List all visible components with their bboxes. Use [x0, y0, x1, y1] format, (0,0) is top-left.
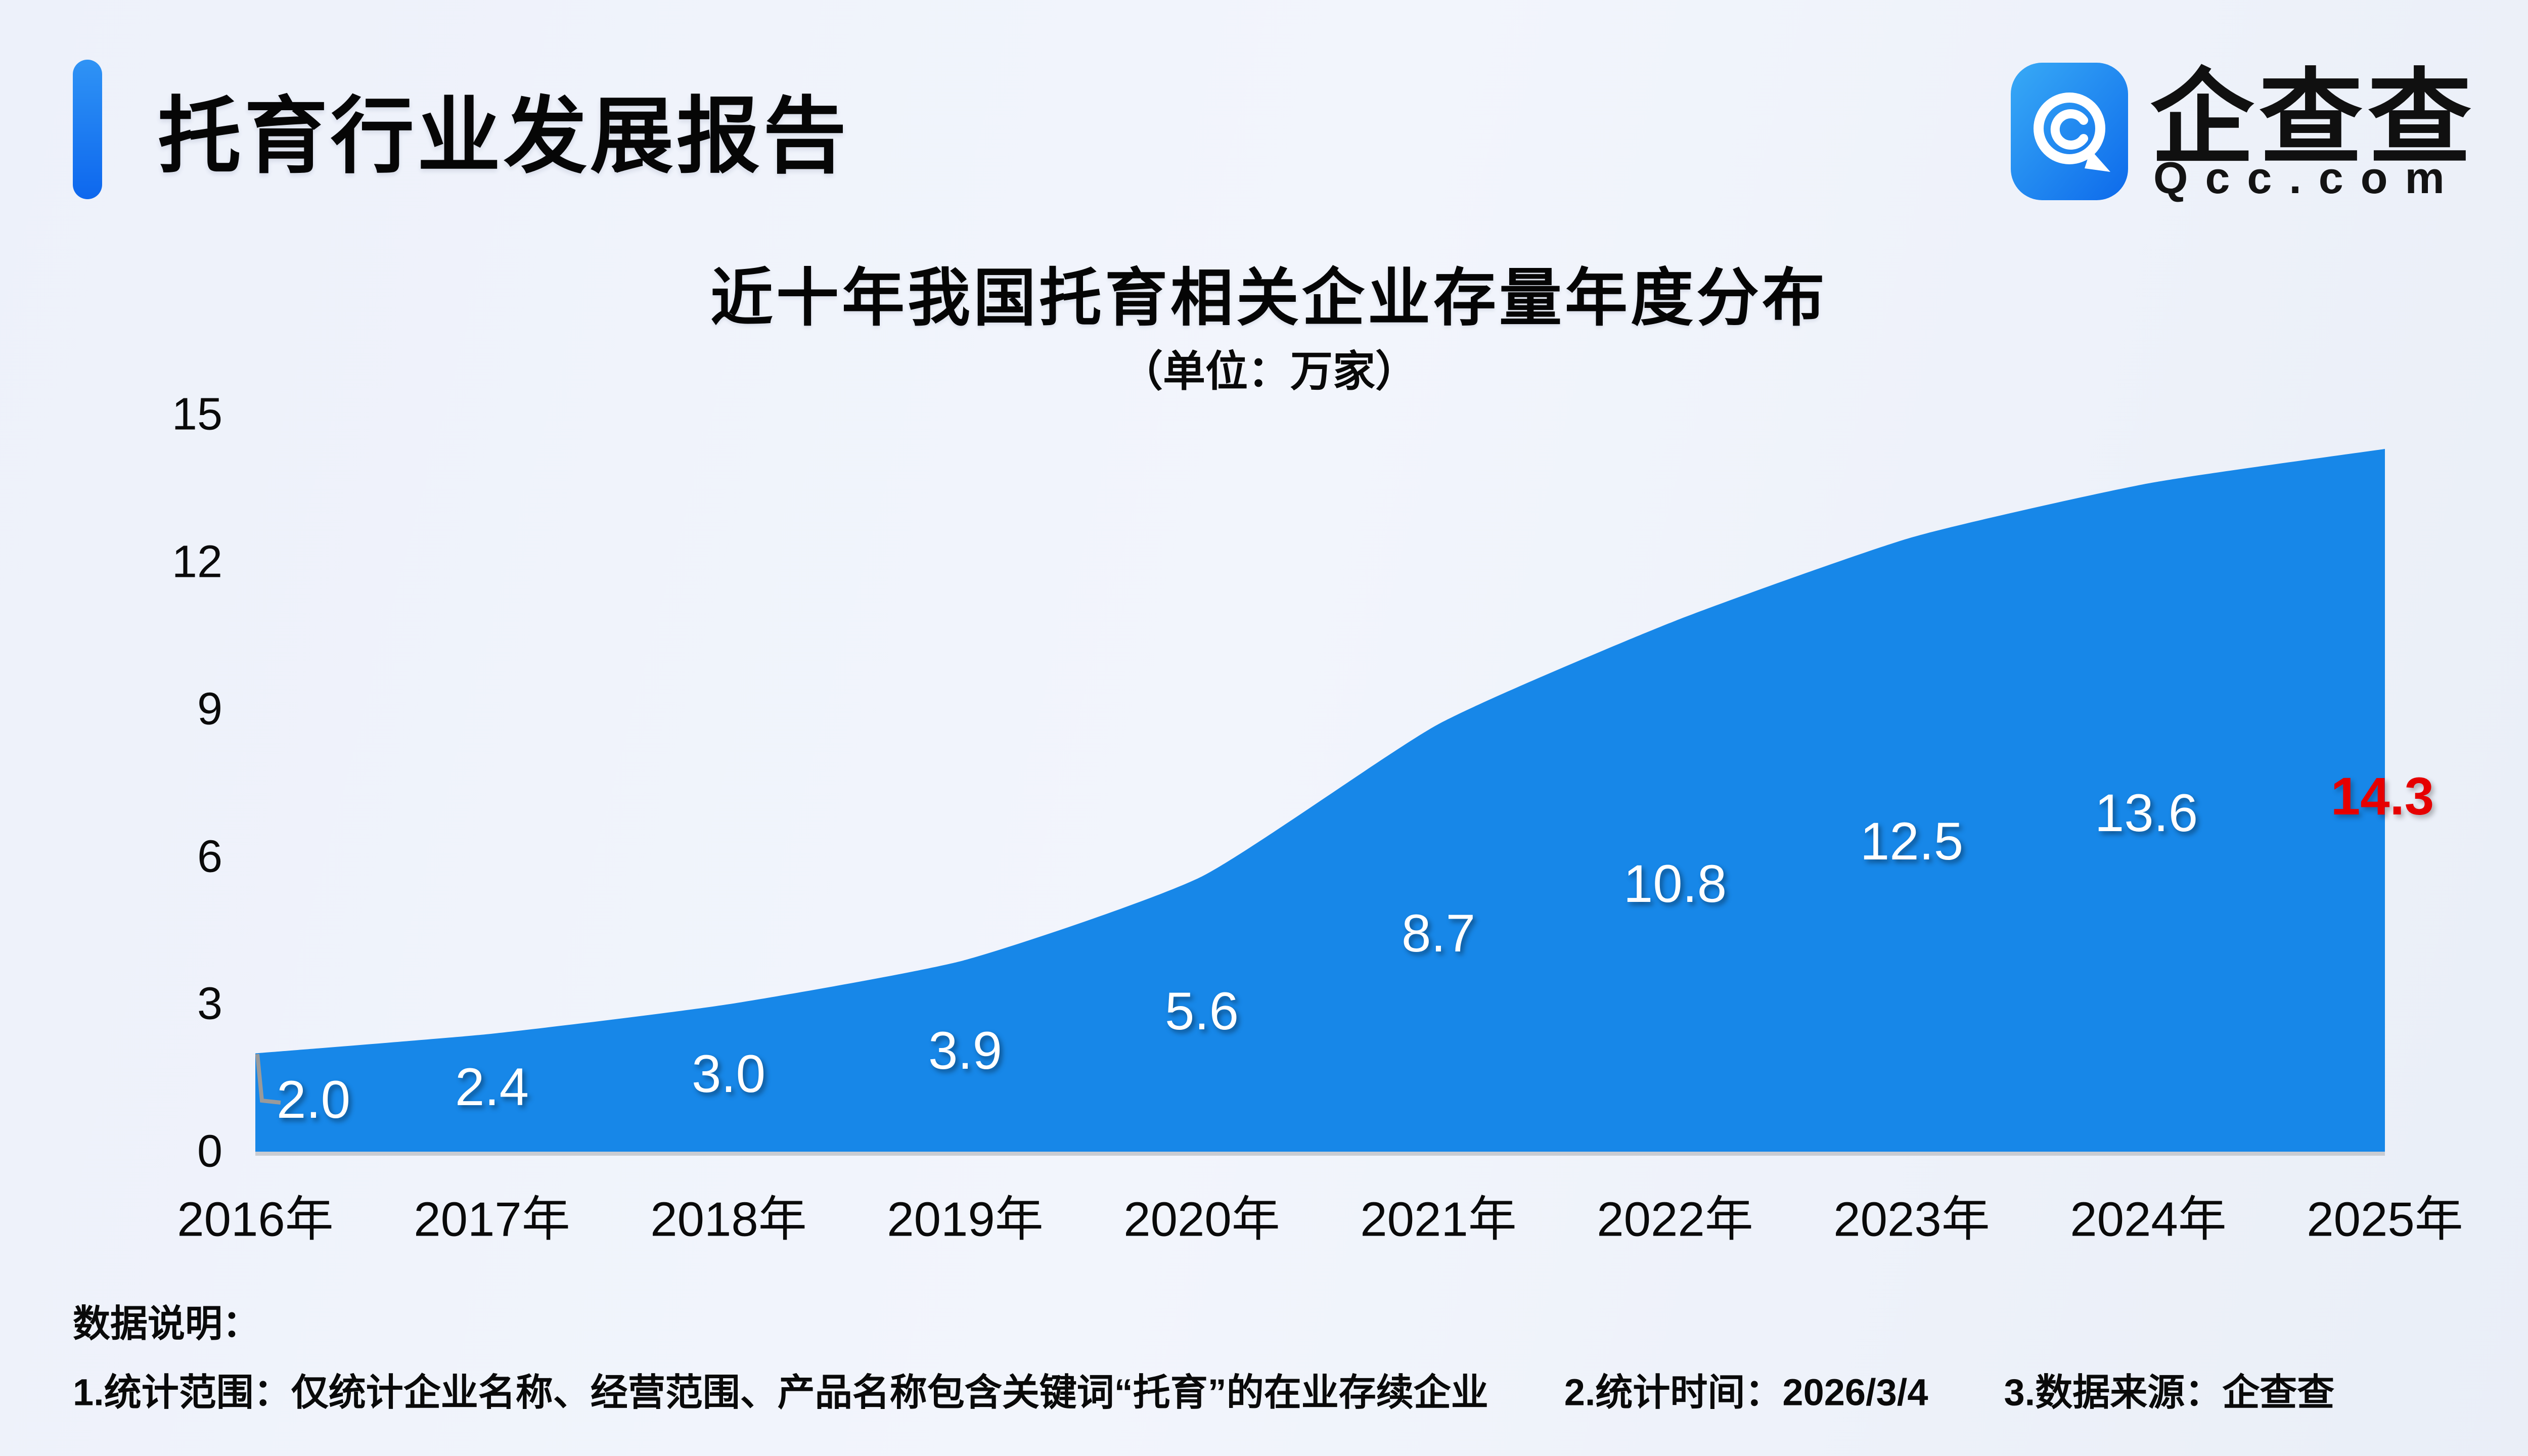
area-chart-svg [255, 449, 2385, 1156]
value-label: 10.8 [1623, 854, 1727, 914]
y-axis-tick-label: 6 [197, 831, 222, 882]
x-axis-tick-label: 2017年 [414, 1192, 570, 1247]
axis-corner-mark [255, 1054, 281, 1105]
x-axis-tick-label: 2020年 [1123, 1192, 1280, 1247]
value-label: 3.9 [928, 1021, 1002, 1080]
y-axis-tick-label: 15 [171, 389, 222, 440]
note-item: 1.统计范围：仅统计企业名称、经营范围、产品名称包含关键词“托育”的在业存续企业 [73, 1371, 1488, 1414]
note-item: 2.统计时间：2026/3/4 [1564, 1371, 1928, 1414]
x-axis-tick-label: 2023年 [1833, 1192, 1990, 1247]
qcc-logo: 企查查 Qcc.com [2011, 61, 2491, 207]
x-axis-tick-label: 2021年 [1360, 1192, 1517, 1247]
value-label-highlight: 14.3 [2330, 767, 2434, 827]
value-label: 8.7 [1402, 904, 1475, 964]
area-series [255, 449, 2385, 1152]
note-item: 3.数据来源：企查查 [2004, 1371, 2335, 1414]
logo-site-text: Qcc.com [2153, 153, 2462, 203]
x-axis-tick-label: 2024年 [2070, 1192, 2227, 1247]
title-accent-bar [73, 60, 102, 199]
chart-subtitle: （单位：万家） [1120, 347, 1418, 395]
x-axis-tick-label: 2022年 [1597, 1192, 1753, 1247]
value-label: 2.0 [277, 1070, 350, 1129]
qcc-spiral-icon [2011, 63, 2128, 200]
page-title: 托育行业发展报告 [158, 89, 849, 183]
value-label: 13.6 [2094, 784, 2198, 843]
notes-line: 1.统计范围：仅统计企业名称、经营范围、产品名称包含关键词“托育”的在业存续企业… [73, 1362, 2334, 1417]
x-axis-baseline [255, 1152, 2385, 1156]
x-axis-tick-label: 2016年 [177, 1192, 334, 1247]
y-axis-tick-label: 0 [197, 1126, 222, 1177]
x-axis-tick-label: 2025年 [2307, 1192, 2463, 1247]
x-axis-tick-label: 2018年 [650, 1192, 807, 1247]
notes-heading: 数据说明： [73, 1302, 260, 1345]
y-axis-tick-label: 9 [197, 684, 222, 735]
value-label: 3.0 [692, 1044, 765, 1104]
logo-brand-text: 企查查 [2150, 60, 2476, 176]
value-label: 12.5 [1860, 812, 1964, 871]
y-axis-tick-label: 12 [171, 536, 222, 587]
chart-title: 近十年我国托育相关企业存量年度分布 [710, 263, 1828, 333]
y-axis-tick-label: 3 [197, 978, 222, 1029]
x-axis-tick-label: 2019年 [887, 1192, 1044, 1247]
value-label: 5.6 [1165, 981, 1239, 1041]
value-label: 2.4 [455, 1057, 529, 1117]
